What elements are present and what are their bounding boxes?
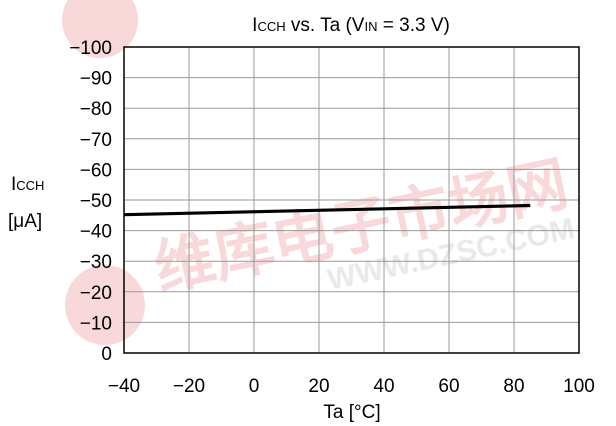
y-tick-label: −80: [80, 99, 112, 120]
title-vin-sub: IN: [364, 19, 377, 34]
y-label-sub: CCH: [16, 178, 44, 193]
y-tick-label: −40: [80, 222, 112, 243]
plot-frame: [123, 46, 580, 354]
title-main-sub: CCH: [257, 19, 285, 34]
x-axis-label: Ta [°C]: [323, 402, 380, 423]
x-tick-label: −20: [173, 376, 205, 397]
y-label-main: I: [11, 174, 16, 195]
x-tick-label: 60: [438, 376, 459, 397]
y-axis-unit: [μA]: [8, 211, 42, 232]
series-line: [123, 203, 531, 217]
watermark: 维库电子市场网 WWW.DZSC.COM: [62, 0, 578, 345]
y-tick-label: −20: [80, 283, 112, 304]
grid: [124, 47, 579, 353]
ticks: −40 −20 0 20 40 60 80 100−100−90−80−70−60−50−40…: [69, 38, 595, 397]
x-tick-label: 80: [503, 376, 524, 397]
watermark-logo-bottom: [65, 265, 145, 345]
x-tick-label: −40: [108, 376, 140, 397]
x-tick-label: 20: [308, 376, 329, 397]
y-tick-label: 0: [101, 344, 112, 365]
x-tick-label: 40: [373, 376, 394, 397]
watermark-logo-top: [62, 0, 138, 58]
y-tick-label: −100: [69, 38, 112, 59]
y-axis-label: ICCH: [11, 174, 44, 195]
x-tick-label: 0: [249, 376, 260, 397]
x-tick-label: 100: [563, 376, 595, 397]
y-tick-label: −10: [80, 313, 112, 334]
y-tick-label: −60: [80, 160, 112, 181]
y-tick-label: −70: [80, 130, 112, 151]
title-tail: = 3.3 V): [377, 15, 449, 36]
y-tick-label: −30: [80, 252, 112, 273]
series: [123, 203, 531, 217]
y-tick-label: −50: [80, 191, 112, 212]
title-main: I: [252, 15, 257, 36]
chart-title: ICCH vs. Ta (VIN = 3.3 V): [252, 15, 450, 36]
y-tick-label: −90: [80, 69, 112, 90]
title-middle: vs. Ta (V: [286, 15, 365, 36]
